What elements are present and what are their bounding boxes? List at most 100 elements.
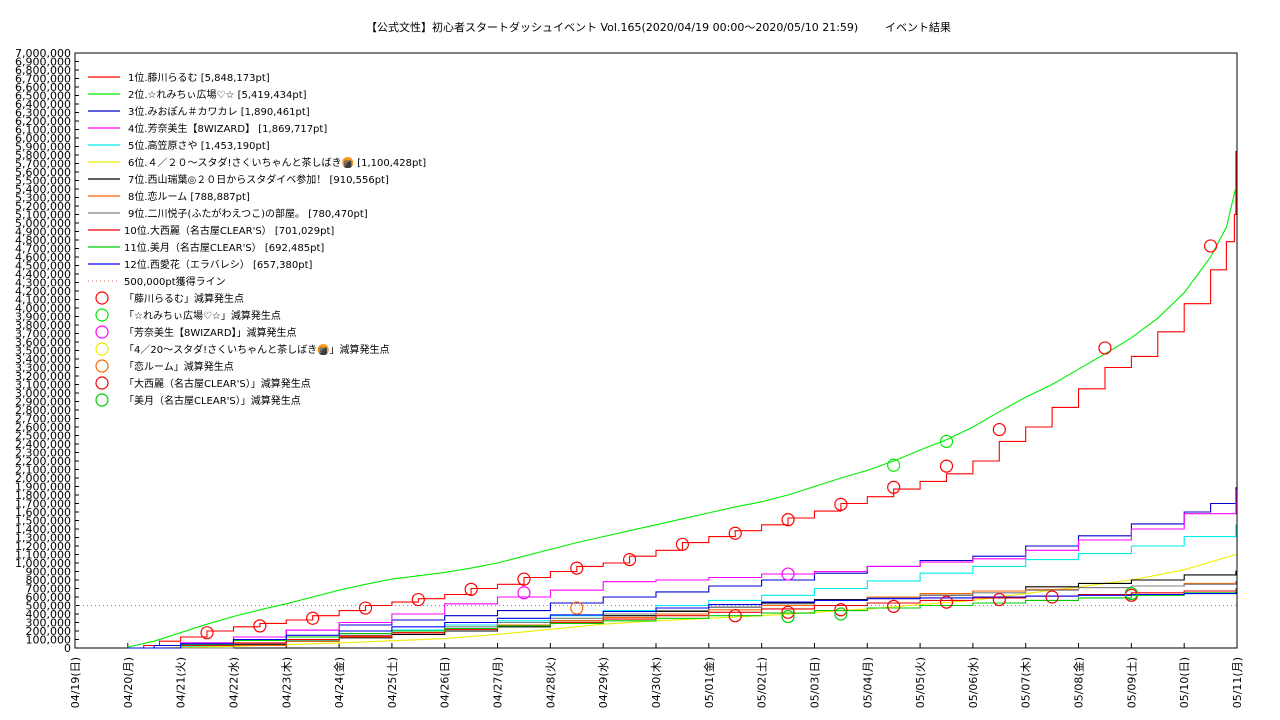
y-tick-label: 800,000 [26, 574, 72, 587]
x-tick-label: 04/29(水) [597, 657, 610, 708]
y-tick-label: 3,400,000 [15, 353, 71, 366]
legend-box [80, 62, 490, 412]
y-tick-label: 4,300,000 [15, 277, 71, 290]
chart-title: 【公式文性】初心者スタートダッシュイベント Vol.165(2020/04/19… [0, 19, 1280, 35]
y-tick-label: 1,200,000 [15, 540, 71, 553]
y-tick-label: 2,400,000 [15, 438, 71, 451]
deduction-marker-1 [570, 561, 584, 575]
legend-marker-7 [95, 393, 109, 407]
deduction-marker-1 [939, 459, 954, 473]
y-tick-label: 1,800,000 [15, 489, 71, 502]
legend-label-2: 2位.☆れみちぃ広場♡☆ [5,419,434pt] [128, 88, 307, 101]
y-tick-label: 3,700,000 [15, 328, 71, 341]
x-tick-label: 05/03(日) [808, 657, 821, 708]
legend: 1位.藤川らるむ [5,848,173pt] 2位.☆れみちぃ広場♡☆ [5,41… [80, 62, 490, 412]
y-tick-label: 100,000 [26, 634, 72, 647]
y-tick-label: 2,100,000 [15, 464, 71, 477]
legend-label-6: 6位.４／２０〜スタダ!さくいちゃんと茶しばき🍘 [1,100,428pt] [128, 156, 426, 169]
series-layer [127, 150, 1237, 649]
y-tick-label: 3,300,000 [15, 362, 71, 375]
y-tick-label: 5,100,000 [15, 209, 71, 222]
y-tick-label: 5,700,000 [15, 158, 71, 171]
deduction-marker-6 [728, 609, 742, 623]
y-tick-label: 1,400,000 [15, 523, 71, 536]
deduction-marker-6 [992, 592, 1006, 607]
y-tick-label: 2,700,000 [15, 413, 71, 426]
legend-marker-5 [95, 359, 109, 373]
deduction-marker-1 [1098, 341, 1112, 355]
deduction-marker-1 [411, 592, 425, 607]
series-line-4 [127, 489, 1237, 649]
y-tick-label: 5,400,000 [15, 183, 71, 196]
deduction-marker-6 [887, 599, 901, 613]
y-tick-label: 6,000,000 [15, 132, 71, 145]
y-tick-label: 5,200,000 [15, 200, 71, 213]
deduction-marker-1 [200, 626, 214, 640]
chart-title-main: 【公式文性】初心者スタートダッシュイベント Vol.165(2020/04/19… [366, 21, 859, 34]
y-tick-label: 3,900,000 [15, 311, 71, 324]
chart-title-suffix: イベント結果 [885, 21, 951, 34]
legend-label-10: 10位.大西麗（名古屋CLEAR'S） [701,029pt] [124, 224, 334, 237]
y-tick-label: 7,000,000 [15, 47, 71, 60]
deduction-marker-7 [781, 609, 795, 624]
deduction-marker-1 [622, 552, 637, 567]
deduction-marker-1 [464, 582, 478, 596]
legend-label-7: 7位.西山瑞葉◎２０日からスタダイベ参加！ [910,556pt] [128, 173, 389, 186]
y-tick-label: 5,300,000 [15, 192, 71, 205]
y-tick-label: 1,300,000 [15, 532, 71, 545]
deduction-marker-7 [1124, 586, 1138, 601]
y-tick-label: 3,000,000 [15, 387, 71, 400]
legend-marker-6 [95, 376, 109, 390]
y-tick-label: 4,900,000 [15, 226, 71, 239]
y-tick-label: 5,600,000 [15, 166, 71, 179]
y-tick-label: 6,300,000 [15, 107, 71, 120]
y-tick-label: 2,900,000 [15, 396, 71, 409]
y-tick-label: 6,600,000 [15, 81, 71, 94]
y-tick-label: 5,000,000 [15, 217, 71, 230]
legend-threshold-label: 500,000pt獲得ライン [124, 275, 226, 288]
x-tick-label: 04/26(日) [439, 657, 452, 708]
y-tick-label: 200,000 [26, 625, 72, 638]
deduction-marker-7 [834, 607, 848, 621]
y-tick-label: 4,700,000 [15, 243, 71, 256]
deduction-marker-1 [728, 526, 742, 540]
y-tick-label: 5,800,000 [15, 149, 71, 162]
series-line-2 [127, 187, 1237, 648]
series-line-1 [127, 150, 1237, 649]
legend-marker-label-7: 「美月（名古屋CLEAR'S）」減算発生点 [124, 394, 301, 407]
deduction-marker-3 [781, 567, 795, 581]
y-tick-label: 3,800,000 [15, 319, 71, 332]
deduction-marker-5 [570, 601, 584, 615]
x-tick-label: 05/08(金) [1072, 657, 1086, 708]
deduction-marker-6 [939, 595, 954, 609]
legend-label-3: 3位.みおぽん＃カワカレ [1,890,461pt] [128, 105, 310, 118]
y-tick-label: 2,800,000 [15, 404, 71, 417]
deduction-marker-1 [1203, 239, 1218, 253]
deduction-marker-6 [1045, 590, 1059, 604]
y-tick-label: 700,000 [26, 583, 72, 596]
y-tick-label: 300,000 [26, 617, 72, 630]
x-tick-label: 05/02(土) [756, 657, 769, 708]
deduction-marker-2 [939, 434, 954, 449]
y-tick-label: 4,200,000 [15, 285, 71, 298]
y-tick-label: 4,400,000 [15, 268, 71, 281]
y-tick-label: 2,600,000 [15, 421, 71, 434]
x-tick-label: 04/20(月) [122, 657, 135, 708]
x-tick-label: 04/25(土) [386, 657, 399, 708]
y-tick-label: 3,500,000 [15, 345, 71, 358]
legend-label-8: 8位.恋ルーム [788,887pt] [128, 190, 250, 203]
y-tick-label: 2,200,000 [15, 455, 71, 468]
y-tick-label: 1,700,000 [15, 498, 71, 511]
x-tick-label: 05/01(金) [702, 657, 716, 708]
x-tick-label: 04/30(木) [650, 657, 663, 708]
x-tick-label: 04/24(金) [332, 657, 346, 708]
y-tick-label: 1,600,000 [15, 506, 71, 519]
y-tick-label: 6,800,000 [15, 64, 71, 77]
legend-label-12: 12位.西愛花（エラバレシ） [657,380pt] [124, 258, 313, 271]
y-tick-label: 6,200,000 [15, 115, 71, 128]
legend-marker-1 [95, 291, 109, 305]
deduction-marker-layer [200, 239, 1218, 640]
x-tick-label: 05/05(火) [914, 657, 927, 708]
y-tick-label: 5,900,000 [15, 141, 71, 154]
legend-label-5: 5位.高笠原さや [1,453,190pt] [128, 139, 270, 152]
